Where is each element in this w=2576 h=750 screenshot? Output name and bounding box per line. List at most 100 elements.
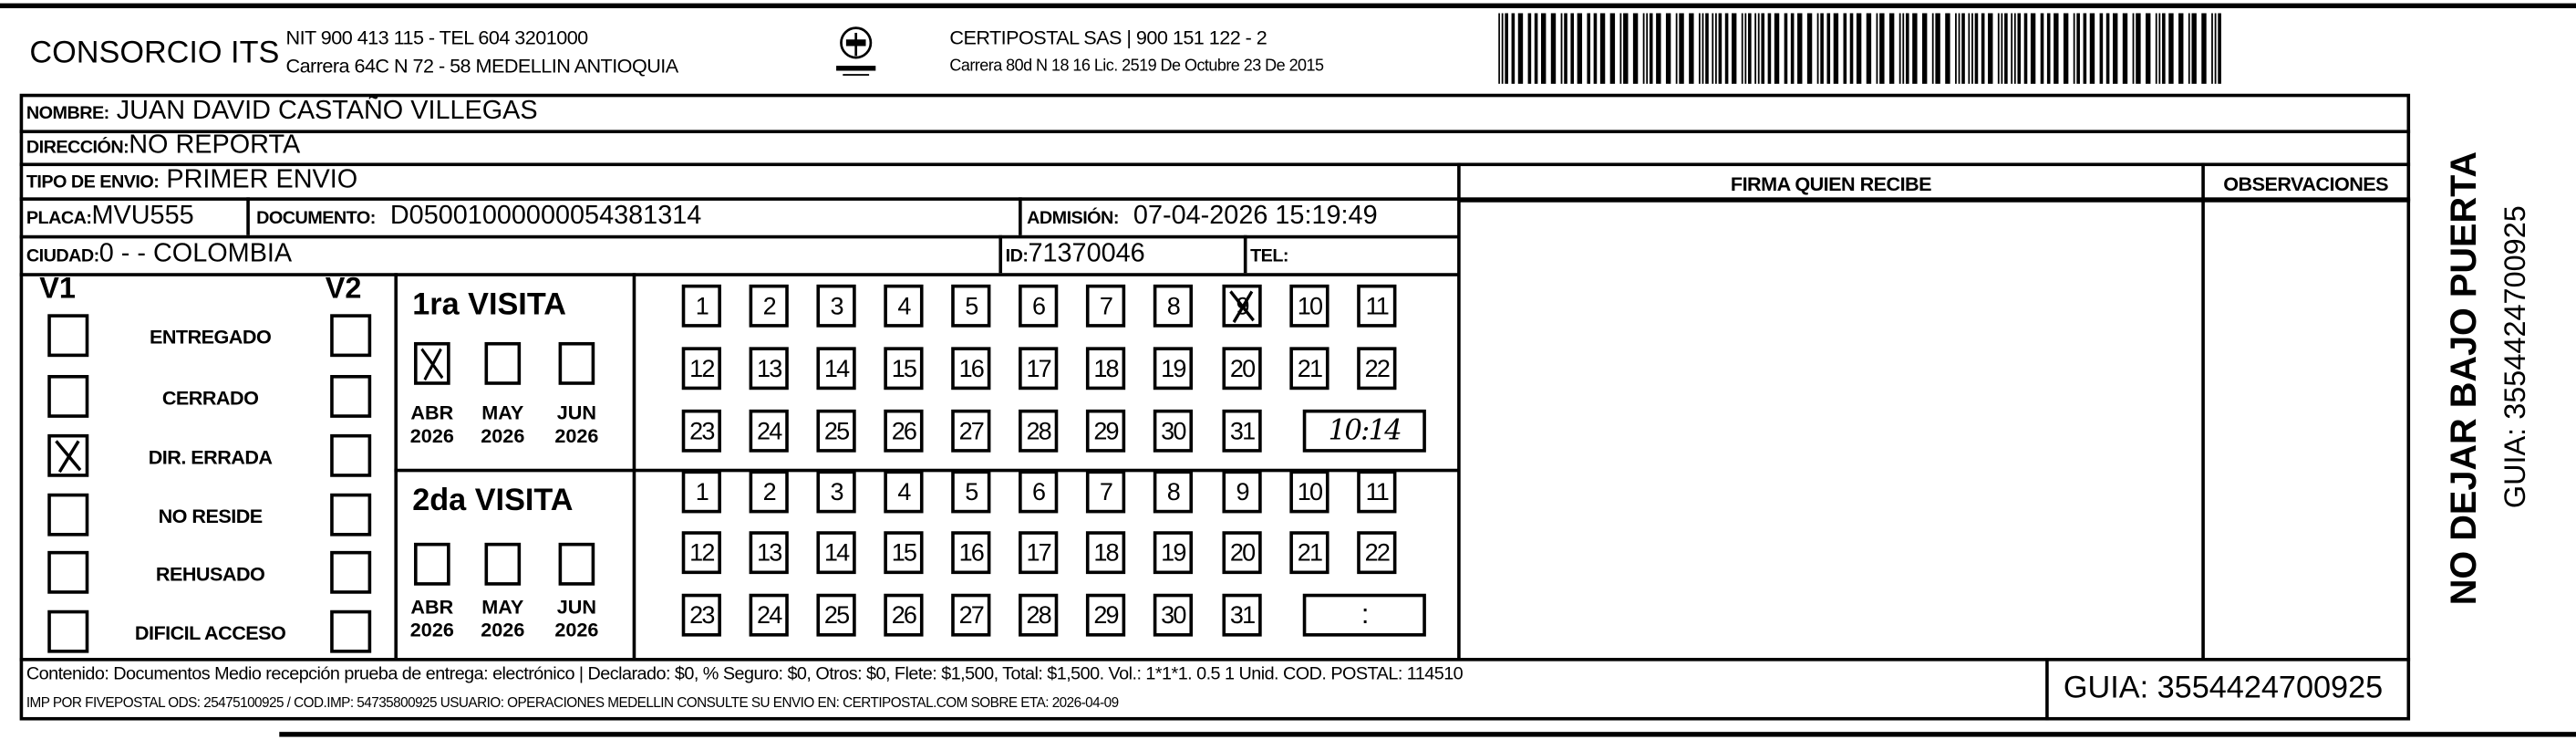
day-box[interactable]: 28 bbox=[1019, 593, 1059, 637]
day-box[interactable]: 12 bbox=[681, 347, 721, 391]
day-number: 16 bbox=[958, 354, 985, 383]
v1-checkbox[interactable] bbox=[47, 493, 89, 536]
day-box[interactable]: 15 bbox=[884, 347, 924, 391]
v2-checkbox[interactable] bbox=[330, 609, 372, 653]
day-box[interactable]: 11 bbox=[1357, 284, 1397, 328]
day-box[interactable]: 20 bbox=[1222, 347, 1262, 391]
day-box[interactable]: 2 bbox=[749, 470, 789, 514]
day-box[interactable]: 17 bbox=[1019, 531, 1059, 575]
observations-area[interactable] bbox=[2207, 204, 2407, 657]
barcode-bar bbox=[1712, 13, 1714, 84]
day-box[interactable]: 6 bbox=[1019, 284, 1059, 328]
month-checkbox[interactable] bbox=[558, 341, 595, 385]
signature-area[interactable] bbox=[1463, 204, 2200, 657]
day-box[interactable]: 26 bbox=[884, 409, 924, 453]
direccion-field: DIRECCIÓN:NO REPORTA bbox=[26, 131, 300, 161]
day-number: 31 bbox=[1229, 600, 1256, 630]
day-box[interactable]: 19 bbox=[1153, 347, 1194, 391]
v1-checkbox[interactable] bbox=[47, 314, 89, 358]
day-box[interactable]: 1 bbox=[681, 470, 721, 514]
day-box[interactable]: 29 bbox=[1085, 409, 1126, 453]
day-box[interactable]: 11 bbox=[1357, 470, 1397, 514]
month-checkbox[interactable] bbox=[558, 542, 595, 586]
time-field[interactable]: : bbox=[1302, 593, 1426, 637]
day-box[interactable]: 21 bbox=[1289, 347, 1329, 391]
day-box[interactable]: 3 bbox=[816, 284, 856, 328]
day-box[interactable]: 1 bbox=[681, 284, 721, 328]
v2-checkbox[interactable] bbox=[330, 314, 372, 358]
day-box[interactable]: 23 bbox=[681, 409, 721, 453]
day-box[interactable]: 13 bbox=[749, 347, 789, 391]
v1-checkbox[interactable] bbox=[47, 374, 89, 418]
day-box[interactable]: 23 bbox=[681, 593, 721, 637]
tel-field: TEL: bbox=[1250, 240, 1288, 269]
month-checkbox[interactable] bbox=[484, 341, 522, 385]
day-box[interactable]: 25 bbox=[816, 409, 856, 453]
barcode-bar bbox=[1790, 13, 1795, 84]
v1-checkbox[interactable] bbox=[47, 550, 89, 594]
day-box[interactable]: 10 bbox=[1289, 284, 1329, 328]
month-checkbox[interactable] bbox=[414, 542, 450, 586]
day-box[interactable]: 7 bbox=[1085, 284, 1126, 328]
v2-checkbox[interactable] bbox=[330, 433, 372, 477]
day-box[interactable]: 7 bbox=[1085, 470, 1126, 514]
day-box[interactable]: 8 bbox=[1153, 470, 1194, 514]
day-box[interactable]: 18 bbox=[1085, 531, 1126, 575]
day-box[interactable]: 20 bbox=[1222, 531, 1262, 575]
day-box[interactable]: 10 bbox=[1289, 470, 1329, 514]
day-box[interactable]: 15 bbox=[884, 531, 924, 575]
barcode-bar bbox=[2001, 13, 2003, 84]
barcode-bar bbox=[1741, 13, 1743, 84]
documento-value: D05001000000054381314 bbox=[389, 202, 702, 231]
day-box[interactable]: 9 bbox=[1222, 284, 1262, 328]
day-box[interactable]: 9 bbox=[1222, 470, 1262, 514]
barcode-bar bbox=[1806, 13, 1813, 84]
day-box[interactable]: 31 bbox=[1222, 593, 1262, 637]
day-box[interactable]: 25 bbox=[816, 593, 856, 637]
day-box[interactable]: 14 bbox=[816, 531, 856, 575]
barcode-bar bbox=[2178, 13, 2184, 84]
day-number: 15 bbox=[891, 354, 917, 383]
day-box[interactable]: 26 bbox=[884, 593, 924, 637]
day-box[interactable]: 6 bbox=[1019, 470, 1059, 514]
day-box[interactable]: 4 bbox=[884, 284, 924, 328]
day-box[interactable]: 13 bbox=[749, 531, 789, 575]
day-box[interactable]: 17 bbox=[1019, 347, 1059, 391]
day-box[interactable]: 19 bbox=[1153, 531, 1194, 575]
day-box[interactable]: 24 bbox=[749, 409, 789, 453]
day-box[interactable]: 27 bbox=[951, 409, 991, 453]
day-number: 6 bbox=[1032, 291, 1046, 320]
day-box[interactable]: 30 bbox=[1153, 409, 1194, 453]
day-box[interactable]: 30 bbox=[1153, 593, 1194, 637]
day-box[interactable]: 31 bbox=[1222, 409, 1262, 453]
time-field[interactable]: 10:14 bbox=[1302, 409, 1426, 453]
day-box[interactable]: 18 bbox=[1085, 347, 1126, 391]
day-box[interactable]: 14 bbox=[816, 347, 856, 391]
barcode-bar bbox=[1540, 13, 1547, 84]
v2-checkbox[interactable] bbox=[330, 550, 372, 594]
day-box[interactable]: 22 bbox=[1357, 531, 1397, 575]
v2-checkbox[interactable] bbox=[330, 374, 372, 418]
day-box[interactable]: 4 bbox=[884, 470, 924, 514]
day-box[interactable]: 8 bbox=[1153, 284, 1194, 328]
day-box[interactable]: 22 bbox=[1357, 347, 1397, 391]
v1-checkbox[interactable] bbox=[47, 433, 89, 477]
barcode-bar bbox=[1649, 13, 1653, 84]
day-box[interactable]: 21 bbox=[1289, 531, 1329, 575]
day-box[interactable]: 28 bbox=[1019, 409, 1059, 453]
day-box[interactable]: 16 bbox=[951, 347, 991, 391]
day-box[interactable]: 12 bbox=[681, 531, 721, 575]
day-box[interactable]: 27 bbox=[951, 593, 991, 637]
v2-checkbox[interactable] bbox=[330, 493, 372, 536]
day-box[interactable]: 29 bbox=[1085, 593, 1126, 637]
day-box[interactable]: 2 bbox=[749, 284, 789, 328]
day-box[interactable]: 5 bbox=[951, 470, 991, 514]
v1-checkbox[interactable] bbox=[47, 609, 89, 653]
day-box[interactable]: 24 bbox=[749, 593, 789, 637]
month-checkbox[interactable] bbox=[484, 542, 522, 586]
month-checkbox[interactable] bbox=[414, 341, 450, 385]
day-box[interactable]: 3 bbox=[816, 470, 856, 514]
month-year: 2026 bbox=[409, 424, 454, 448]
day-box[interactable]: 5 bbox=[951, 284, 991, 328]
day-box[interactable]: 16 bbox=[951, 531, 991, 575]
